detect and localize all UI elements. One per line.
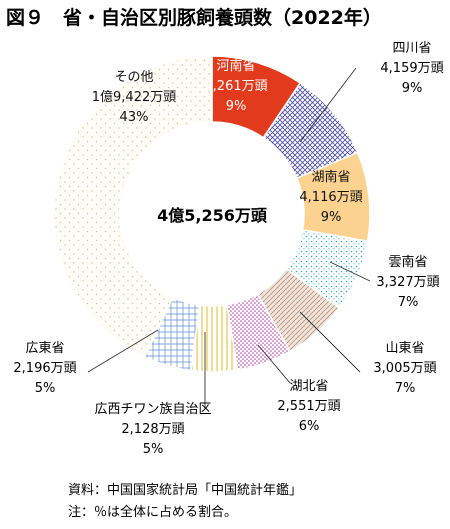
slice-label-7-value_text: 2,196万頭 bbox=[13, 361, 76, 376]
slice-label-8-value_text: 1億9,422万頭 bbox=[92, 89, 177, 105]
source-note: 資料：中国国家統計局「中国統計年鑑」 bbox=[68, 482, 302, 498]
slice-label-4-pct_text: 7% bbox=[395, 381, 416, 396]
donut-slice-8 bbox=[53, 55, 213, 358]
slice-label-1-value_text: 4,159万頭 bbox=[380, 61, 443, 76]
slice-label-5-name: 湖北省 bbox=[289, 379, 328, 394]
slice-label-6-value_text: 2,128万頭 bbox=[121, 422, 184, 437]
slice-label-4-name: 山東省 bbox=[385, 340, 424, 356]
slice-labels: 河南省 4,261万頭 9% 四川省 4,159万頭 9% 湖南省 4,116万頭 9% 雲南省 3… bbox=[13, 41, 443, 457]
slice-label-6-pct_text: 5% bbox=[143, 442, 164, 457]
leader-line-3 bbox=[329, 261, 371, 282]
slice-label-2-value_text: 4,116万頭 bbox=[299, 190, 362, 205]
donut-slices bbox=[53, 55, 371, 373]
slice-label-3-pct_text: 7% bbox=[398, 295, 419, 310]
leader-line-7 bbox=[87, 329, 159, 373]
leader-line-1 bbox=[299, 67, 357, 143]
leader-lines bbox=[87, 67, 371, 409]
slice-label-2-name: 湖南省 bbox=[311, 169, 350, 185]
chart-title: 図９ 省・自治区別豚飼養頭数（2022年） bbox=[6, 6, 382, 29]
slice-label-6-name: 広西チワン族自治区 bbox=[94, 401, 211, 417]
slice-label-3-name: 雲南省 bbox=[388, 254, 427, 270]
slice-label-0-name: 河南省 bbox=[216, 58, 255, 74]
slice-label-3-value_text: 3,327万頭 bbox=[376, 275, 439, 290]
slice-label-1-name: 四川省 bbox=[392, 41, 431, 56]
slice-label-5-value_text: 2,551万頭 bbox=[277, 399, 340, 414]
slice-label-1-pct_text: 9% bbox=[402, 81, 423, 96]
slice-label-0-value_text: 4,261万頭 bbox=[204, 79, 267, 94]
slice-label-8-pct_text: 43% bbox=[120, 110, 149, 125]
slice-label-0-pct_text: 9% bbox=[226, 99, 247, 114]
slice-label-2-pct_text: 9% bbox=[321, 210, 342, 225]
slice-label-8-name: その他 bbox=[114, 70, 153, 85]
percentage-note: 注：％は全体に占める割合。 bbox=[68, 504, 237, 520]
center-total-label: 4億5,256万頭 bbox=[157, 206, 268, 225]
leader-line-5 bbox=[257, 344, 291, 384]
slice-label-4-value_text: 3,005万頭 bbox=[373, 361, 436, 376]
leader-line-4 bbox=[299, 311, 361, 373]
slice-label-7-pct_text: 5% bbox=[35, 381, 56, 396]
slice-label-7-name: 広東省 bbox=[25, 340, 64, 356]
slice-label-5-pct_text: 6% bbox=[299, 419, 320, 434]
